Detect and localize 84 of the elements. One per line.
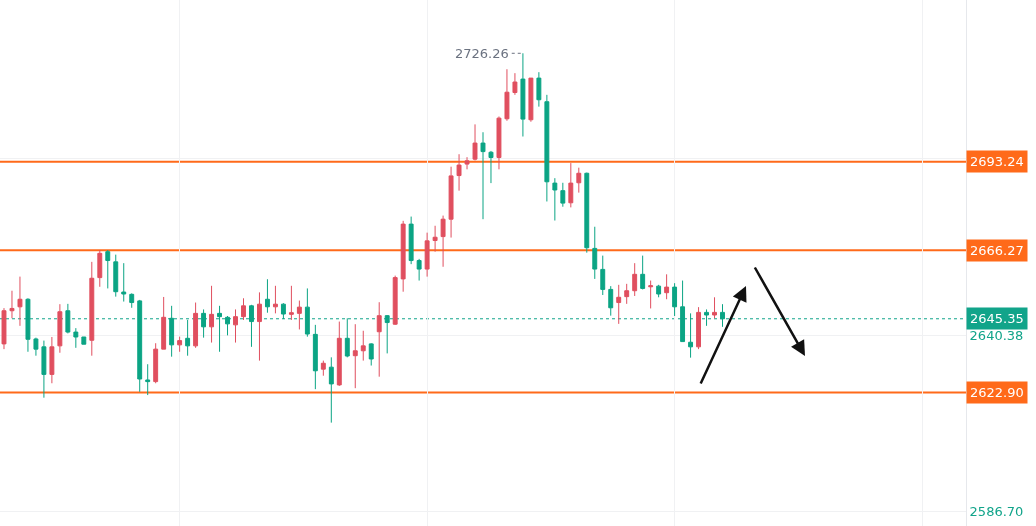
- candlestick: [73, 327, 79, 349]
- candlestick: [416, 258, 422, 282]
- candlestick: [440, 215, 446, 268]
- candlestick: [504, 68, 510, 122]
- candlestick: [17, 276, 23, 327]
- candlestick: [432, 225, 438, 253]
- candlestick: [592, 226, 598, 280]
- candlestick: [153, 342, 159, 384]
- candlestick: [352, 323, 358, 389]
- candlestick: [392, 275, 398, 326]
- candlestick: [696, 306, 702, 350]
- candlestick: [161, 296, 167, 350]
- candlestick: [97, 249, 103, 288]
- ref-line-label: 2645.35: [970, 311, 1024, 326]
- candlestick: [512, 72, 518, 96]
- candlestick: [576, 167, 582, 194]
- candlestick: [113, 254, 119, 298]
- candlestick: [624, 283, 630, 305]
- candlestick: [360, 330, 366, 362]
- candlestick: [424, 232, 430, 278]
- annotation: 2726.26: [455, 46, 509, 61]
- candlestick: [9, 290, 15, 319]
- candlestick: [536, 71, 542, 108]
- candlestick: [233, 308, 238, 344]
- candlestick: [137, 299, 143, 393]
- candlestick: [520, 52, 526, 137]
- candlestick: [288, 285, 294, 321]
- candlestick: [464, 156, 470, 170]
- candlestick: [304, 287, 310, 338]
- candlestick: [49, 336, 55, 384]
- candlestick: [656, 284, 662, 298]
- candlestick: [57, 303, 63, 354]
- candlestick: [145, 363, 151, 396]
- ref-line-label: 2666.27: [970, 243, 1024, 258]
- candlestick: [81, 336, 87, 345]
- candlestick: [320, 360, 326, 377]
- candlestick: [560, 182, 566, 208]
- candlestick: [193, 302, 199, 349]
- candlestick: [600, 255, 606, 296]
- candlestick: [472, 123, 478, 161]
- candlestick: [456, 153, 462, 192]
- candlestick: [264, 278, 270, 314]
- y-tick-label: 2586.70: [969, 503, 1024, 519]
- candlestick: [121, 262, 127, 303]
- candlestick: [552, 177, 558, 222]
- candlestick: [672, 282, 678, 317]
- candlestick: [608, 285, 614, 317]
- candlestick: [296, 300, 302, 330]
- candlestick: [177, 336, 183, 353]
- candlestick: [41, 340, 47, 399]
- candlestick: [336, 321, 342, 387]
- candlestick: [105, 249, 111, 289]
- ref-line-label: 2622.90: [970, 385, 1024, 400]
- candlestick: [1, 307, 7, 350]
- candlestick: [528, 77, 534, 123]
- candlestick: [664, 273, 670, 300]
- candlestick: [616, 284, 622, 325]
- candlestick: [544, 94, 550, 202]
- candlestick: [480, 131, 486, 220]
- candlestick: [648, 280, 654, 309]
- candlestick: [65, 303, 71, 334]
- candlestick: [400, 220, 406, 293]
- candlestick: [328, 356, 334, 424]
- ref-line-label: 2693.24: [970, 154, 1024, 169]
- candlestick: [33, 337, 39, 357]
- candlestick: [632, 262, 638, 297]
- candlestick: [272, 285, 278, 314]
- candlestick: [584, 172, 590, 254]
- candlestick: [488, 150, 494, 184]
- candlestick: [408, 216, 414, 265]
- candlestick: [129, 292, 135, 309]
- y-tick-label: 2640.38: [969, 327, 1024, 343]
- candlestick: [568, 162, 574, 208]
- candlestick: [376, 301, 382, 378]
- candlestick: [89, 261, 95, 357]
- candlestick: [368, 342, 374, 367]
- candlestick: [241, 297, 246, 321]
- candlestick: [496, 115, 502, 170]
- candlestick: [312, 324, 318, 390]
- candlestick: [640, 255, 646, 290]
- candlestick: [257, 291, 262, 362]
- candlestick: [209, 285, 215, 344]
- candlestick: [448, 166, 454, 239]
- candlestick: [712, 296, 717, 319]
